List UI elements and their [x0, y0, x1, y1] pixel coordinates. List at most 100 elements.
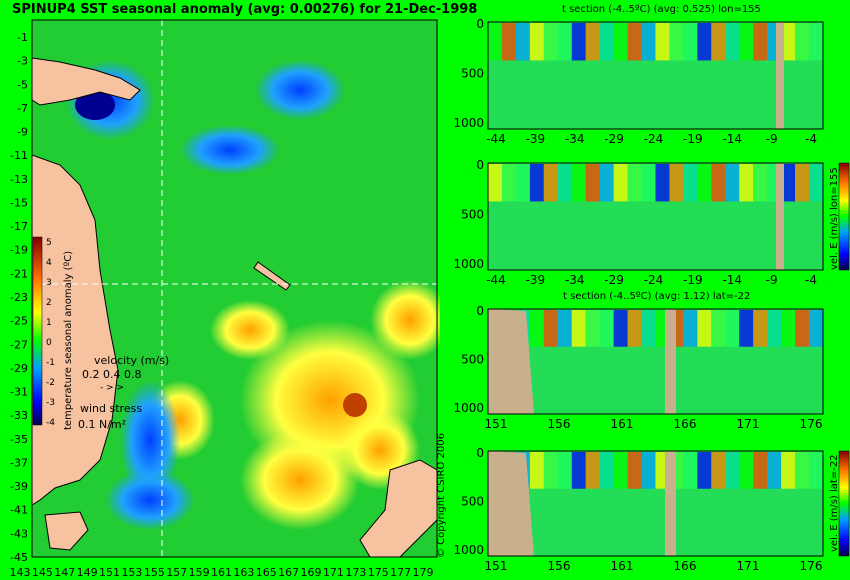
map-colorbar — [32, 236, 43, 426]
lat-label: -23 — [10, 291, 28, 304]
section2-colorbar-label: vel. E (m/s) lon=155 — [829, 167, 840, 270]
wind-legend-scale: 0.1 N/m² — [78, 418, 127, 431]
lon-label: 169 — [301, 566, 322, 579]
section-colorbar — [838, 162, 850, 271]
x-tick-label: 156 — [548, 559, 571, 573]
x-tick-label: -4 — [805, 132, 817, 146]
lon-label: 165 — [256, 566, 277, 579]
section-plot-4: 050010001511561611661711760.40.20-0.2-0.… — [453, 446, 850, 573]
map-colorbar-label: temperature seasonal anomaly (ºC) — [63, 250, 74, 430]
tasmania — [44, 511, 89, 551]
velocity-legend-label: velocity (m/s) — [94, 354, 170, 367]
lat-label: -21 — [10, 267, 28, 280]
lon-label: 163 — [233, 566, 254, 579]
map-colorbar-tick: -3 — [46, 398, 55, 408]
land — [31, 57, 438, 558]
lon-label: 179 — [413, 566, 434, 579]
x-tick-label: -29 — [604, 132, 624, 146]
x-tick-label: -4 — [805, 273, 817, 287]
lon-label: 171 — [323, 566, 344, 579]
lat-label: -43 — [10, 527, 28, 540]
section3-title: t section (-4..5ºC) (avg: 1.12) lat=-22 — [563, 291, 751, 302]
x-tick-label: -19 — [683, 132, 703, 146]
map-title: SPINUP4 SST seasonal anomaly (avg: 0.002… — [12, 2, 478, 17]
lat-label: -9 — [17, 126, 28, 139]
lat-label: -11 — [10, 149, 28, 162]
lon-label: 145 — [32, 566, 53, 579]
section-colorbar — [838, 450, 850, 557]
x-tick-label: -34 — [565, 273, 585, 287]
x-tick-label: 166 — [674, 559, 697, 573]
lat-label: -3 — [17, 55, 28, 68]
x-tick-label: 161 — [611, 417, 634, 431]
lon-label: 175 — [368, 566, 389, 579]
y-tick-label: 0 — [476, 446, 484, 460]
map-colorbar-ticks: 5 4 3 2 1 0 -1 -2 -3 -4 — [46, 238, 55, 428]
x-tick-label: -19 — [683, 273, 703, 287]
new-guinea — [31, 57, 141, 106]
y-tick-label: 500 — [461, 495, 484, 509]
lon-label: 153 — [121, 566, 142, 579]
lat-label: -37 — [10, 456, 28, 469]
y-tick-label: 1000 — [453, 257, 484, 271]
x-tick-label: 176 — [800, 559, 823, 573]
map-colorbar-tick: 3 — [46, 278, 52, 288]
velocity-legend-scale: 0.2 0.4 0.8 — [82, 368, 142, 381]
lat-label: -5 — [17, 78, 28, 91]
x-tick-label: -9 — [766, 273, 778, 287]
x-tick-label: -14 — [722, 132, 742, 146]
lat-label: -7 — [17, 102, 28, 115]
x-tick-label: 156 — [548, 417, 571, 431]
lon-label: 143 — [10, 566, 31, 579]
lon-label: 159 — [189, 566, 210, 579]
lon-labels: 143 145 147 149 151 153 155 157 159 161 163 165 167 1… — [10, 566, 434, 579]
lat-label: -19 — [10, 244, 28, 257]
australia — [31, 154, 119, 506]
x-tick-label: -9 — [766, 132, 778, 146]
lat-label: -31 — [10, 386, 28, 399]
y-tick-label: 1000 — [453, 543, 484, 557]
map-colorbar-tick: 1 — [46, 318, 52, 328]
y-tick-label: 0 — [476, 17, 484, 31]
x-tick-label: -39 — [526, 132, 546, 146]
lon-label: 147 — [54, 566, 75, 579]
map-colorbar-tick: -2 — [46, 378, 55, 388]
new-caledonia — [253, 261, 291, 291]
y-tick-label: 1000 — [453, 116, 484, 130]
lat-label: -1 — [17, 31, 28, 44]
map-colorbar-tick: 0 — [46, 338, 52, 348]
map-colorbar-tick: -4 — [46, 418, 55, 428]
lat-label: -27 — [10, 338, 28, 351]
sst-map: 5 4 3 2 1 0 -1 -2 -3 -4 -1 -3 -5 -7 -9 -11 -13 -15 -17 -19… — [10, 19, 440, 579]
x-tick-label: -39 — [526, 273, 546, 287]
lat-label: -25 — [10, 315, 28, 328]
lat-label: -39 — [10, 480, 28, 493]
y-tick-label: 500 — [461, 67, 484, 81]
x-tick-label: -14 — [722, 273, 742, 287]
lat-label: -41 — [10, 504, 28, 517]
x-tick-label: -34 — [565, 132, 585, 146]
x-tick-label: 171 — [737, 559, 760, 573]
map-colorbar-tick: 5 — [46, 238, 52, 248]
lon-label: 157 — [166, 566, 187, 579]
x-tick-label: 176 — [800, 417, 823, 431]
lat-label: -15 — [10, 196, 28, 209]
lon-label: 177 — [390, 566, 411, 579]
map-colorbar-tick: 4 — [46, 258, 52, 268]
lat-label: -13 — [10, 173, 28, 186]
lon-label: 155 — [144, 566, 165, 579]
lat-label: -33 — [10, 409, 28, 422]
map-colorbar-tick: -1 — [46, 358, 55, 368]
x-tick-label: -29 — [604, 273, 624, 287]
y-tick-label: 500 — [461, 208, 484, 222]
y-tick-label: 500 — [461, 353, 484, 367]
section-plot-2: 05001000-44-39-34-29-24-19-14-9-40.40.20… — [453, 158, 850, 287]
lat-label: -35 — [10, 433, 28, 446]
x-tick-label: -44 — [486, 132, 506, 146]
lon-label: 173 — [345, 566, 366, 579]
y-tick-label: 0 — [476, 304, 484, 318]
x-tick-label: -44 — [486, 273, 506, 287]
y-tick-label: 1000 — [453, 401, 484, 415]
